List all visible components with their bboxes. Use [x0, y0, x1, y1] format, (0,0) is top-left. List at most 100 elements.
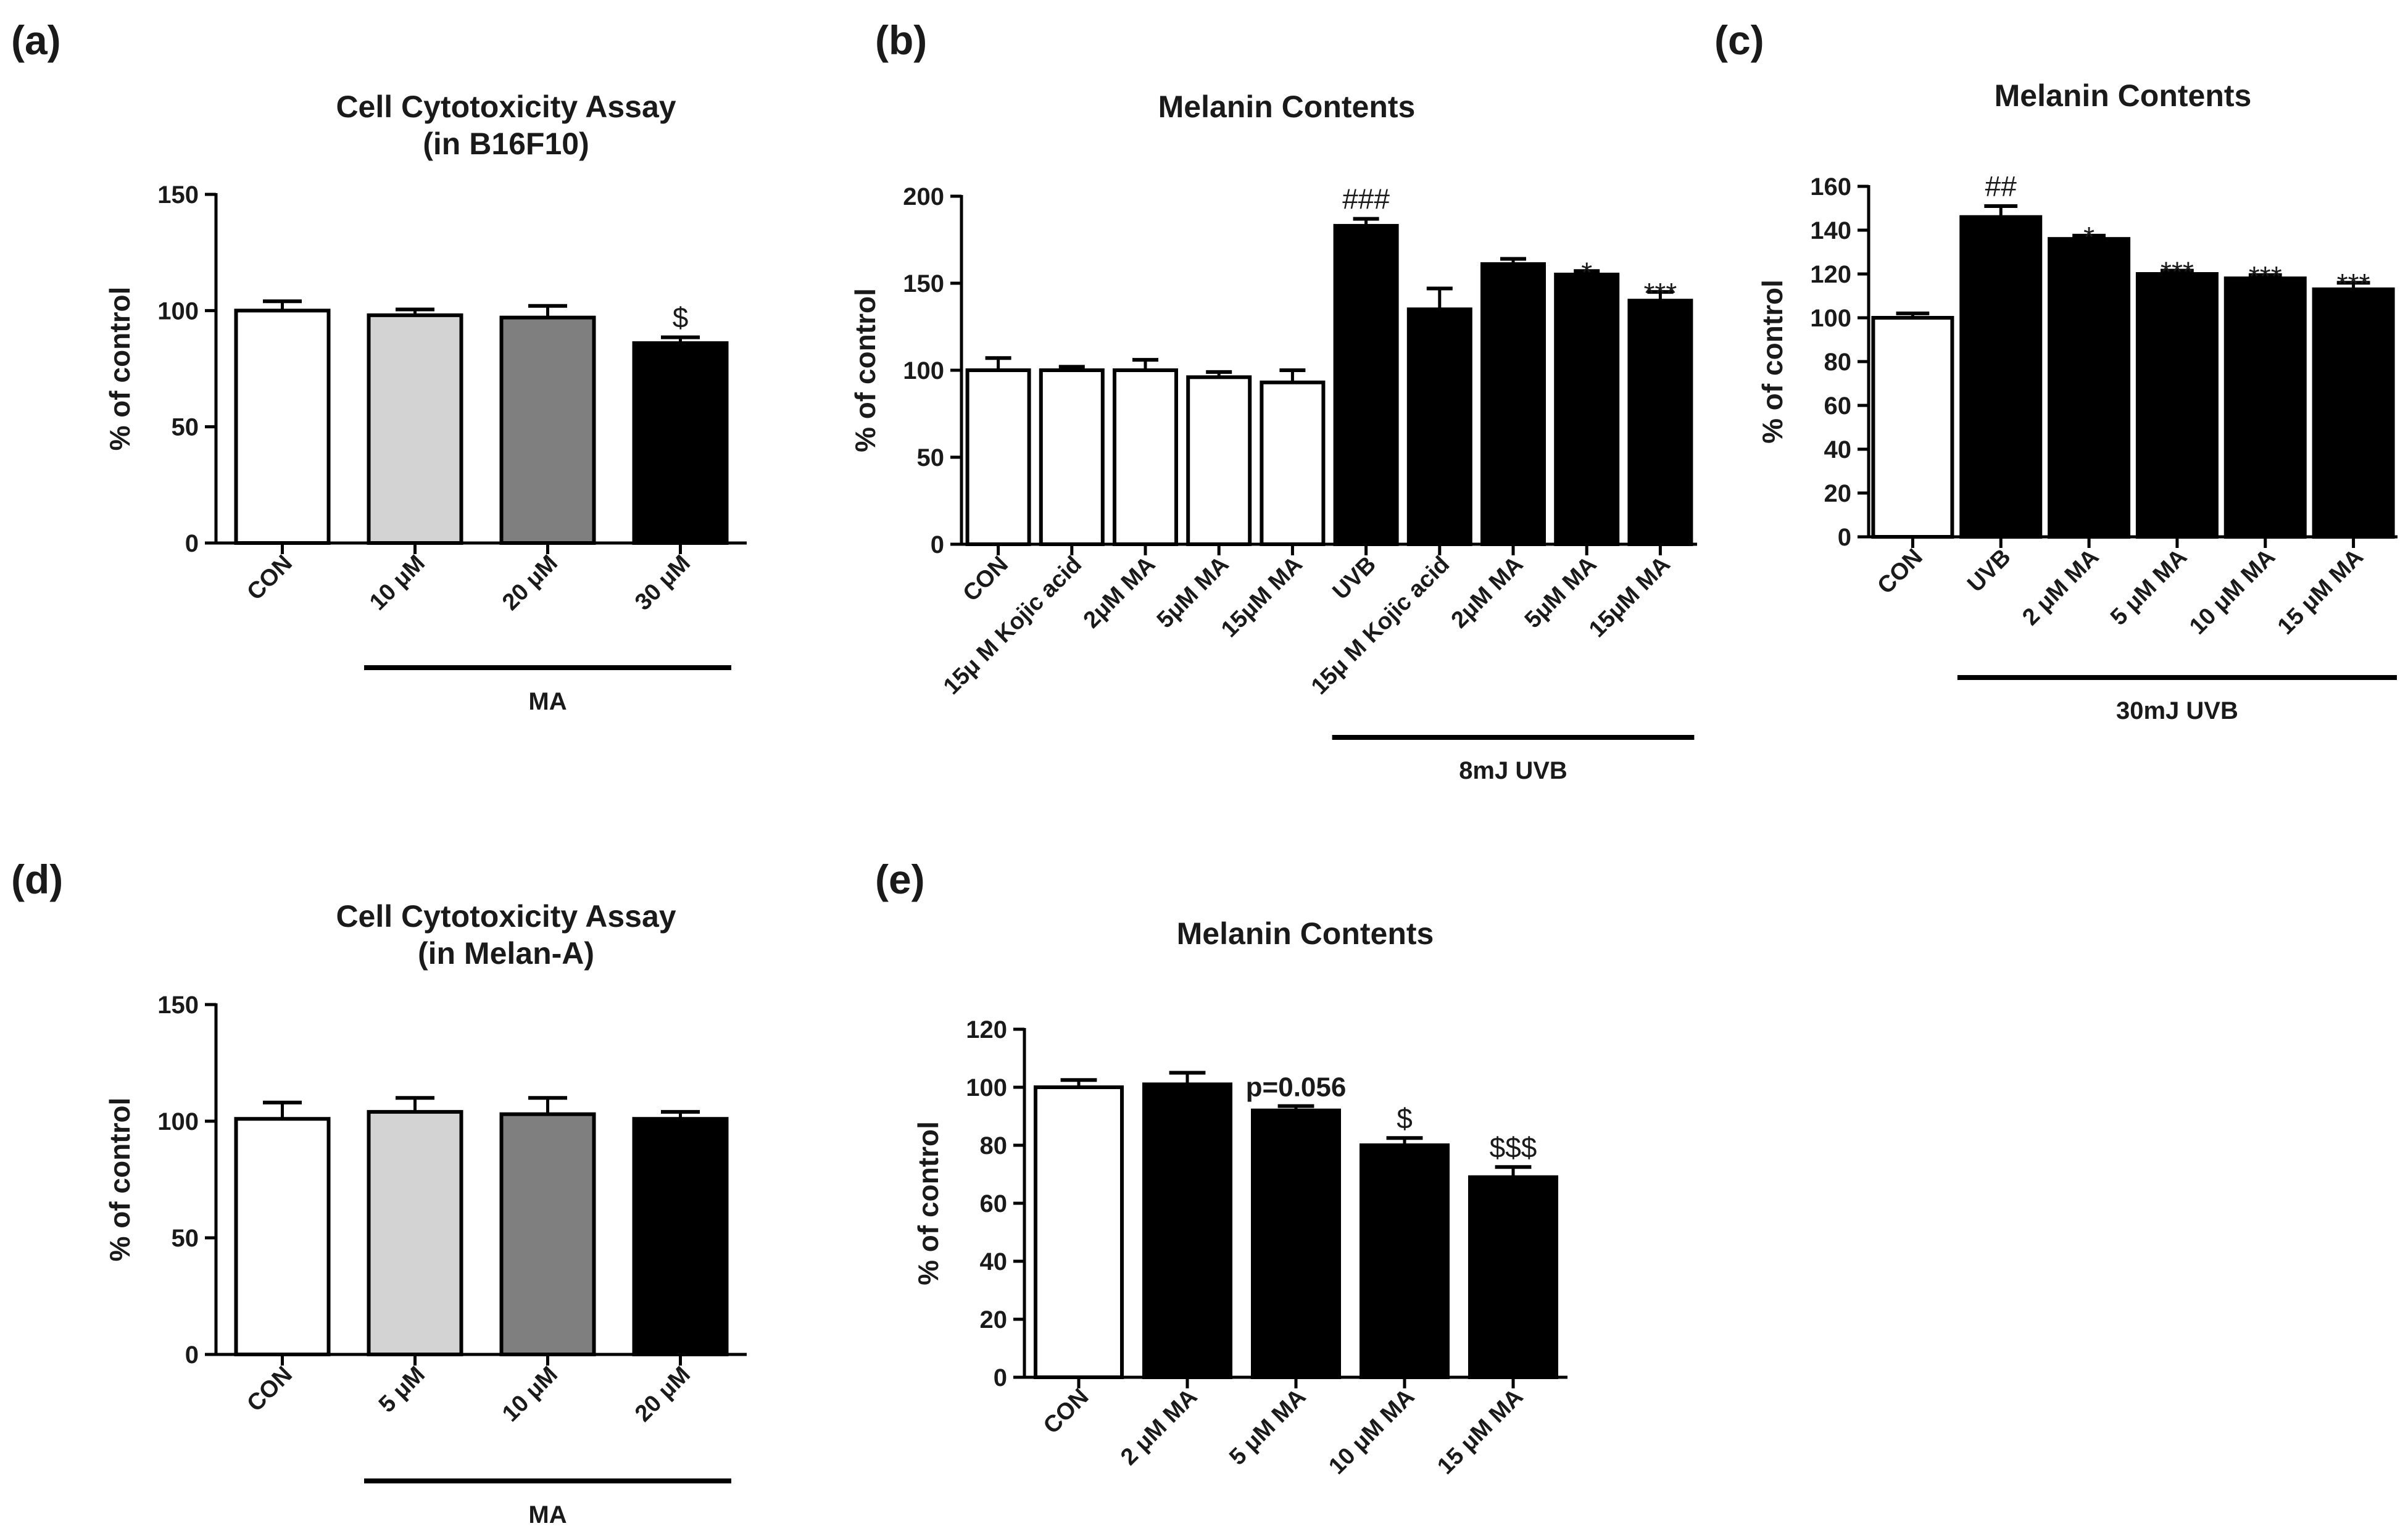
significance-label: *** [2337, 268, 2370, 300]
category-label: 15μ M Kojic acid [1306, 552, 1455, 700]
y-tick-label: 140 [1810, 217, 1851, 244]
y-tick-label: 100 [157, 1108, 199, 1135]
chart-panel-c: (c) Melanin Contents % of control 0 20 40 60 80… [1714, 17, 2398, 724]
y-tick-label: 0 [185, 530, 199, 557]
y-tick-label: 50 [172, 414, 199, 441]
significance-label: $$$ [1490, 1131, 1537, 1163]
category-label: 20 μM [630, 1362, 695, 1427]
y-axis-label: % of control [912, 1121, 944, 1285]
category-label: 15μM MA [1584, 552, 1675, 643]
y-tick-label: 60 [1824, 392, 1852, 420]
bar [1554, 272, 1620, 546]
category-label: UVB [1962, 544, 2016, 597]
bar [1627, 299, 1693, 546]
bar [1260, 380, 1326, 546]
y-tick-label: 0 [1838, 524, 1851, 551]
significance-label: * [2083, 221, 2095, 253]
category-label: 15 μM MA [1432, 1384, 1528, 1480]
bar [2312, 287, 2395, 539]
category-label: 10 μM [497, 1362, 563, 1427]
category-label: 15 μM MA [2273, 544, 2369, 640]
category-label: 10 μM MA [1324, 1384, 1419, 1480]
bar [234, 1117, 331, 1356]
y-tick-label: 20 [980, 1306, 1008, 1333]
category-label: CON [242, 1362, 297, 1417]
y-tick-label: 0 [931, 531, 944, 558]
significance-label: $ [1397, 1102, 1413, 1134]
category-label: 2 μM MA [1116, 1384, 1202, 1470]
y-tick-label: 0 [994, 1364, 1007, 1391]
bar [1406, 307, 1472, 546]
y-tick-label: 200 [903, 183, 944, 210]
significance-label: *** [2249, 260, 2282, 292]
significance-label: * [1581, 256, 1592, 288]
group-label: MA [528, 688, 567, 715]
category-label: CON [1872, 544, 1927, 599]
bar [1113, 368, 1178, 546]
chart-title: (in Melan-A) [418, 936, 594, 971]
y-tick-label: 100 [157, 297, 199, 325]
category-label: 2 μM MA [2017, 544, 2104, 631]
y-tick-label: 80 [980, 1132, 1008, 1159]
bar [499, 1112, 596, 1357]
y-axis-label: % of control [104, 287, 136, 451]
chart-panel-d: (d) Cell Cytotoxicity Assay(in Melan-A) % … [11, 856, 747, 1528]
bar [234, 309, 331, 545]
category-label: 2μM MA [1079, 552, 1161, 634]
y-tick-label: 50 [917, 444, 945, 471]
chart-title: Melanin Contents [1177, 916, 1434, 951]
group-label: 30mJ UVB [2116, 697, 2238, 724]
panel-label: (a) [11, 17, 61, 63]
y-tick-label: 150 [157, 181, 199, 209]
significance-label: p=0.056 [1246, 1072, 1347, 1103]
y-tick-label: 100 [966, 1074, 1007, 1101]
panel-label: (c) [1714, 17, 1764, 63]
y-tick-label: 60 [980, 1190, 1008, 1217]
chart-title: (in B16F10) [423, 126, 589, 161]
bar [1186, 375, 1252, 547]
category-label: UVB [1328, 552, 1381, 605]
category-label: 20 μM [497, 550, 563, 616]
chart-panel-e: (e) Melanin Contents % of control 0 20 40 60 80… [875, 856, 1567, 1480]
y-tick-label: 100 [1810, 305, 1851, 332]
bar [367, 1109, 463, 1356]
bar [1142, 1082, 1232, 1380]
category-label: 2μM MA [1447, 552, 1529, 634]
bar [2223, 276, 2307, 539]
y-tick-label: 160 [1810, 173, 1851, 201]
category-label: 5 μM MA [2106, 544, 2192, 631]
y-axis-label: % of control [849, 288, 881, 452]
bar [965, 368, 1031, 546]
significance-label: *** [2161, 256, 2194, 288]
bar [367, 313, 463, 545]
bar [2135, 272, 2219, 539]
category-label: 5 μM MA [1224, 1384, 1311, 1470]
bar [1333, 223, 1399, 546]
y-tick-label: 120 [1810, 261, 1851, 288]
y-tick-label: 40 [980, 1248, 1008, 1275]
significance-label: ### [1342, 183, 1390, 215]
chart-title: Melanin Contents [1995, 78, 2252, 113]
bar [1468, 1175, 1558, 1379]
y-tick-label: 150 [903, 270, 944, 297]
chart-title: Melanin Contents [1158, 89, 1416, 124]
group-label: MA [528, 1501, 567, 1528]
y-tick-label: 120 [966, 1016, 1007, 1043]
chart-panel-b: (b) Melanin Contents % of control 0 50 100 150… [849, 17, 1697, 784]
panel-label: (e) [875, 856, 925, 902]
category-label: 15μM MA [1216, 552, 1308, 643]
bar [632, 1117, 729, 1356]
significance-label: *** [1644, 277, 1677, 309]
significance-label: ## [1985, 170, 2017, 202]
bar [1251, 1108, 1341, 1379]
bar [499, 315, 596, 545]
bar [1480, 262, 1546, 546]
bar [1039, 368, 1105, 546]
y-tick-label: 150 [157, 992, 199, 1019]
y-tick-label: 20 [1824, 480, 1852, 507]
y-tick-label: 80 [1824, 349, 1852, 376]
bar [1034, 1085, 1124, 1379]
group-label: 8mJ UVB [1459, 757, 1567, 784]
chart-title: Cell Cytotoxicity Assay [336, 89, 676, 124]
